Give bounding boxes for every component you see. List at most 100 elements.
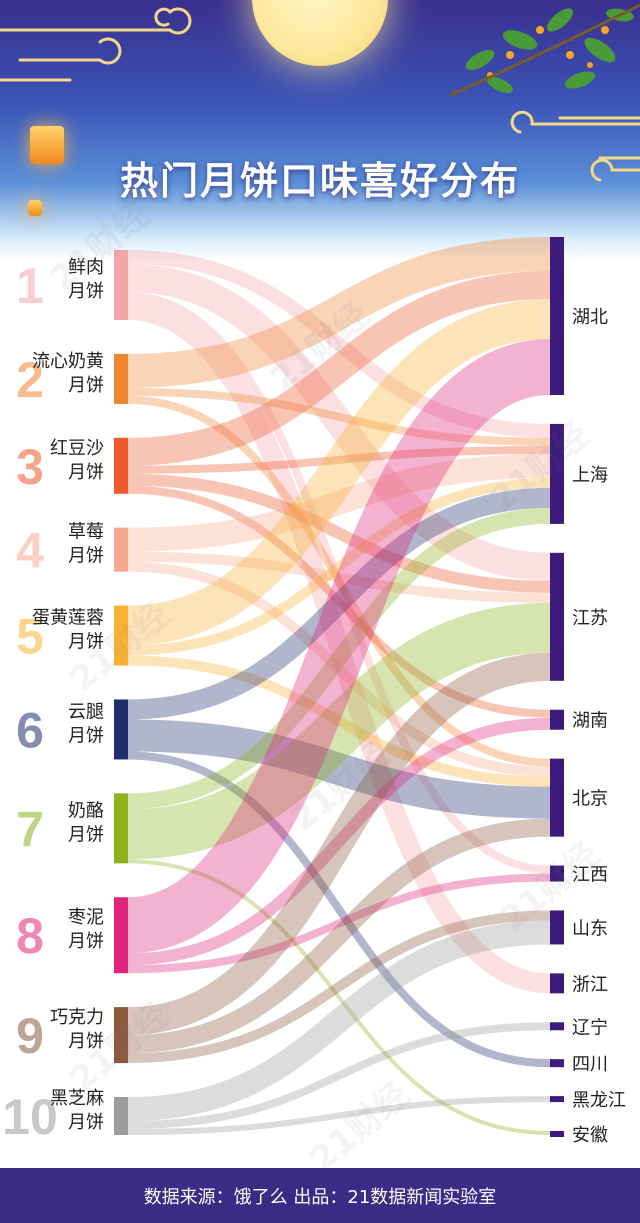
source-rank-number: 6	[16, 702, 44, 758]
flow-link	[127, 485, 551, 718]
source-label: 云腿	[68, 701, 104, 722]
source-label: 月饼	[68, 546, 104, 567]
flow-link	[127, 271, 551, 466]
flow-link	[127, 487, 551, 720]
flow-link	[127, 652, 551, 1036]
target-node-bar	[550, 237, 564, 395]
target-label: 北京	[572, 789, 608, 810]
target-node-bar	[550, 709, 564, 730]
source-label: 月饼	[68, 632, 104, 653]
flow-link	[127, 477, 551, 656]
flow-link	[127, 655, 551, 787]
source-node-bar	[114, 897, 128, 974]
source-label: 红豆沙	[50, 438, 104, 459]
source-node-bar	[114, 699, 128, 760]
flow-link	[127, 561, 551, 777]
target-node-bar	[550, 973, 564, 994]
flow-link	[127, 507, 551, 810]
target-label: 山东	[572, 918, 608, 939]
lantern-small	[28, 200, 42, 216]
source-label: 月饼	[68, 1031, 104, 1052]
flow-link	[127, 299, 551, 646]
target-label: 上海	[572, 465, 608, 486]
source-node-bar	[114, 1007, 128, 1064]
flow-link	[127, 920, 551, 1121]
source-node-bar	[114, 605, 128, 666]
cloud-decoration	[0, 7, 640, 182]
source-label: 月饼	[68, 281, 104, 302]
flow-link	[127, 910, 551, 1064]
target-label: 辽宁	[572, 1017, 608, 1038]
source-rank-number: 10	[2, 1089, 58, 1145]
flow-link	[127, 873, 551, 974]
footer-bar	[0, 1168, 640, 1223]
source-label: 月饼	[68, 462, 104, 483]
source-node-bar	[114, 250, 128, 320]
flow-link	[127, 551, 551, 603]
flow-link	[127, 453, 551, 552]
source-label: 月饼	[68, 824, 104, 845]
source-label: 月饼	[68, 1112, 104, 1133]
source-label: 月饼	[68, 931, 104, 952]
target-label: 浙江	[572, 974, 608, 995]
flow-link	[126, 339, 552, 954]
flow-link	[127, 292, 551, 874]
target-node-bar	[550, 552, 564, 681]
source-rank-number: 4	[16, 523, 44, 579]
source-node-bar	[114, 437, 128, 494]
flow-link	[127, 237, 551, 388]
source-label: 枣泥	[68, 907, 104, 928]
flow-link	[127, 387, 551, 446]
footer-source-text: 数据来源：饿了么 出品：21数据新闻实验室	[143, 1187, 497, 1208]
target-label: 江苏	[572, 608, 608, 629]
flow-link	[127, 1022, 551, 1129]
target-node-bar	[550, 758, 564, 837]
flow-link	[127, 445, 551, 474]
target-label: 黑龙江	[572, 1090, 626, 1111]
source-rank-number: 9	[16, 1008, 44, 1064]
flow-link	[127, 751, 551, 1068]
source-node-bar	[114, 793, 128, 864]
source-label: 奶酪	[68, 800, 104, 821]
flow-links	[126, 237, 552, 1135]
target-node-bar	[550, 423, 564, 524]
source-node-bar	[114, 527, 128, 572]
flow-link	[127, 719, 551, 819]
target-node-bar	[550, 1096, 564, 1103]
source-label: 鲜肉	[68, 257, 104, 278]
flow-link	[127, 1096, 551, 1135]
source-node-bar	[114, 1097, 128, 1135]
osmanthus-branch	[449, 3, 640, 97]
target-node-bar	[550, 865, 564, 882]
target-label: 湖南	[572, 711, 608, 732]
target-node-bar	[550, 910, 564, 945]
source-label: 流心奶黄	[32, 351, 104, 372]
source-rank-number: 3	[16, 439, 44, 495]
source-rank-number: 7	[16, 801, 44, 857]
lantern-large	[30, 126, 64, 164]
flow-link	[127, 300, 551, 994]
flow-link	[127, 395, 551, 767]
source-label: 草莓	[68, 522, 104, 543]
source-rank-number: 1	[16, 258, 44, 314]
source-label: 巧克力	[50, 1007, 104, 1028]
flow-link	[127, 818, 551, 1054]
target-node-bar	[550, 1022, 564, 1031]
target-label: 安徽	[572, 1125, 608, 1146]
flow-link	[127, 859, 551, 1135]
source-node-bar	[114, 353, 128, 404]
source-label: 黑芝麻	[50, 1088, 104, 1109]
page-title: 热门月饼口味喜好分布	[119, 158, 520, 203]
flow-link	[127, 264, 551, 581]
flow-link	[127, 250, 551, 438]
flow-link	[127, 602, 551, 860]
source-rank-number: 2	[16, 352, 44, 408]
source-label: 蛋黄莲蓉	[32, 608, 104, 629]
source-rank-number: 5	[16, 609, 44, 665]
source-label: 月饼	[68, 375, 104, 396]
flow-link	[127, 473, 551, 593]
target-label: 四川	[572, 1054, 608, 1075]
target-node-bar	[550, 1131, 564, 1137]
flow-link	[127, 717, 551, 966]
